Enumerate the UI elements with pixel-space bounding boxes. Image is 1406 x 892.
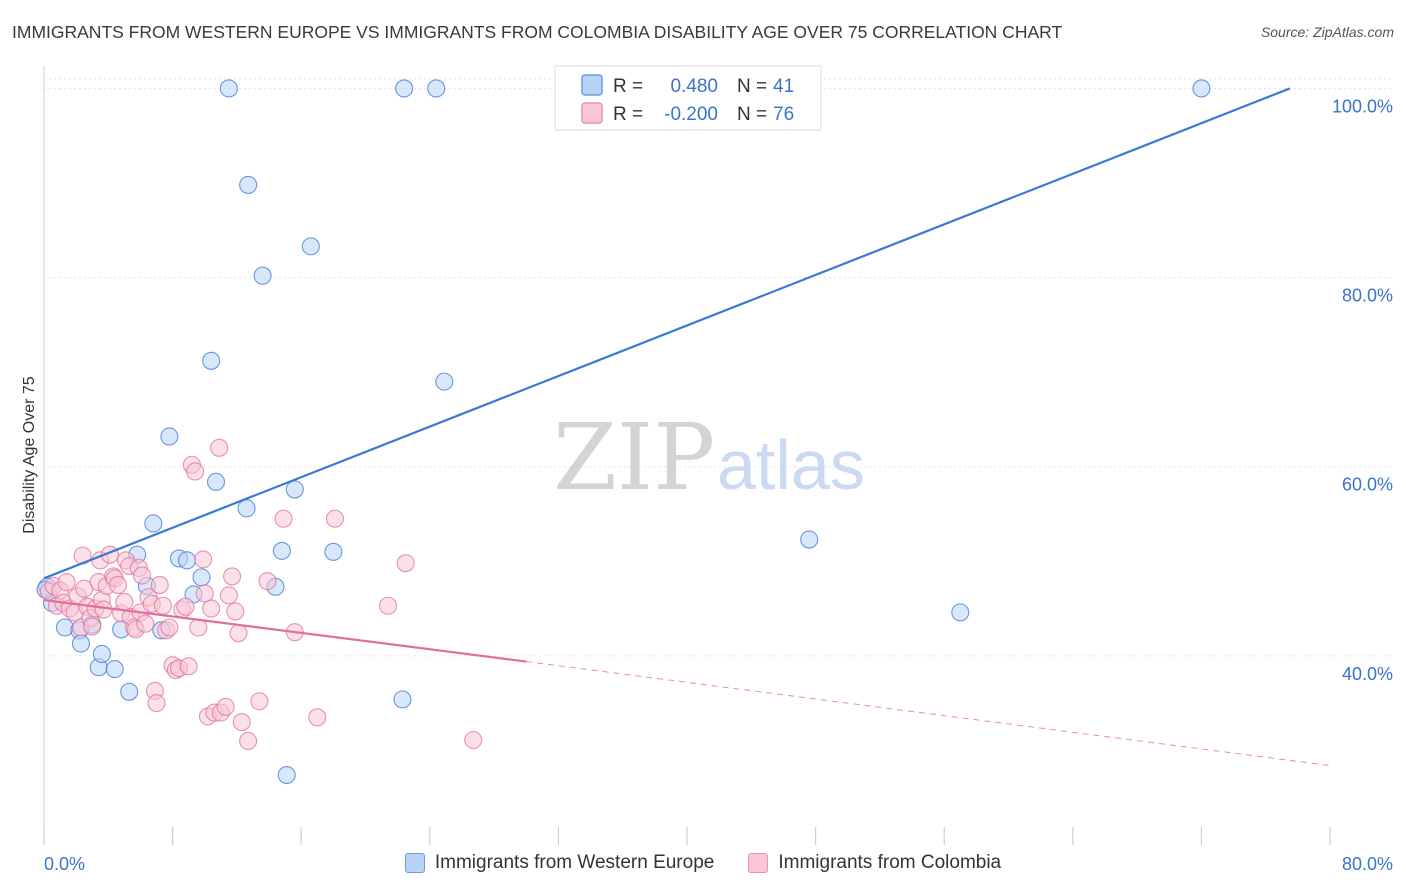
legend-swatch-pink [581, 102, 603, 124]
point-colombia [250, 692, 269, 711]
point-western-europe [301, 237, 320, 256]
point-colombia [258, 572, 277, 591]
point-colombia [179, 657, 198, 676]
point-western-europe [71, 634, 91, 653]
axes-layer: 40.0% 60.0% 80.0% 100.0% [43, 66, 1393, 845]
legend-r-value-blue: 0.480 [670, 76, 718, 97]
point-western-europe [219, 79, 238, 98]
point-colombia [194, 550, 213, 569]
legend-n-label-pink: N = [737, 104, 767, 125]
point-colombia [115, 592, 134, 612]
legend-item-western-europe: Immigrants from Western Europe [404, 852, 715, 874]
point-colombia [147, 694, 166, 713]
trend-line-colombia-extension [526, 661, 1331, 767]
series-legend: Immigrants from Western Europe Immigrant… [0, 852, 1406, 874]
point-colombia [160, 618, 179, 637]
point-colombia [378, 596, 398, 615]
point-colombia [136, 614, 155, 633]
point-western-europe [277, 765, 296, 785]
legend-swatch-blue [581, 74, 603, 96]
point-western-europe [951, 603, 970, 622]
point-colombia [210, 438, 229, 457]
source-credit: Source: ZipAtlas.com [1260, 24, 1394, 40]
point-western-europe [285, 480, 304, 499]
point-colombia [133, 566, 152, 585]
x-tick-min: 0.0% [44, 854, 85, 874]
point-colombia [186, 462, 205, 481]
point-colombia [226, 602, 245, 621]
legend-label-colombia: Immigrants from Colombia [778, 852, 1002, 873]
point-colombia [195, 584, 214, 603]
y-axis-label: Disability Age Over 75 [21, 376, 38, 534]
y-tick-label-40: 40.0% [1342, 664, 1393, 684]
point-western-europe [393, 690, 412, 709]
point-colombia [153, 596, 173, 615]
point-colombia [239, 731, 258, 751]
point-colombia [94, 600, 113, 619]
point-western-europe [237, 499, 256, 518]
y-tick-label-100: 100.0% [1332, 96, 1393, 116]
point-colombia [216, 697, 235, 716]
point-western-europe [178, 551, 197, 570]
stats-legend: R = 0.480 N = 41 R = -0.200 N = 76 [554, 65, 822, 131]
watermark: ZIP atlas [553, 404, 865, 511]
point-western-europe [1192, 79, 1211, 98]
point-western-europe [206, 472, 226, 491]
point-western-europe [105, 660, 124, 679]
trend-line-western-europe [43, 87, 1291, 580]
point-colombia [464, 730, 483, 750]
point-western-europe [253, 266, 272, 285]
x-tick-max: 80.0% [1342, 854, 1393, 874]
point-colombia [176, 597, 195, 616]
point-western-europe [427, 79, 446, 98]
point-colombia [150, 575, 169, 594]
y-tick-label-60: 60.0% [1342, 475, 1393, 495]
series-colombia [39, 438, 483, 751]
point-colombia [396, 554, 415, 573]
point-western-europe [435, 372, 454, 391]
y-tick-label-80: 80.0% [1342, 286, 1393, 306]
legend-r-label-pink: R = [613, 104, 643, 125]
legend-n-value-blue: 41 [773, 76, 794, 97]
point-colombia [57, 573, 76, 592]
point-western-europe [92, 644, 111, 664]
watermark-atlas: atlas [717, 426, 865, 504]
point-colombia [108, 575, 127, 594]
legend-n-value-pink: 76 [773, 104, 794, 125]
point-western-europe [324, 542, 343, 561]
point-western-europe [120, 682, 139, 701]
grid-layer [44, 78, 1393, 657]
point-colombia [232, 713, 251, 732]
point-colombia [308, 708, 327, 727]
trend-line-colombia [43, 598, 527, 663]
point-western-europe [395, 79, 414, 98]
point-colombia [83, 617, 102, 636]
point-western-europe [272, 541, 291, 560]
watermark-zip: ZIP [553, 404, 715, 511]
chart-title: IMMIGRANTS FROM WESTERN EUROPE VS IMMIGR… [12, 22, 1063, 42]
legend-swatch-colombia [748, 853, 769, 873]
legend-r-value-pink: -0.200 [664, 104, 718, 125]
point-western-europe [202, 351, 221, 370]
point-colombia [202, 599, 221, 618]
point-colombia [219, 586, 238, 605]
point-western-europe [239, 175, 258, 194]
trend-lines [43, 87, 1331, 767]
point-colombia [229, 624, 248, 643]
point-western-europe [160, 427, 179, 446]
point-colombia [274, 509, 293, 528]
point-western-europe [144, 514, 163, 533]
point-colombia [325, 509, 345, 528]
legend-r-label-blue: R = [613, 76, 643, 97]
point-colombia [223, 567, 242, 586]
legend-item-colombia: Immigrants from Colombia [748, 852, 1001, 874]
legend-n-label-blue: N = [737, 76, 767, 97]
legend-label-western-europe: Immigrants from Western Europe [434, 852, 715, 873]
legend-swatch-western-europe [404, 853, 425, 873]
point-western-europe [800, 530, 819, 549]
point-western-europe [192, 568, 211, 587]
